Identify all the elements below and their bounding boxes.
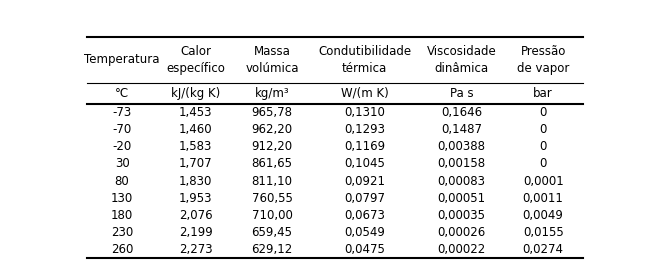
Text: 710,00: 710,00 bbox=[251, 209, 293, 222]
Text: 180: 180 bbox=[111, 209, 133, 222]
Text: 2,199: 2,199 bbox=[179, 226, 213, 239]
Text: 1,453: 1,453 bbox=[179, 106, 212, 119]
Text: 912,20: 912,20 bbox=[251, 140, 293, 153]
Text: 0,0921: 0,0921 bbox=[344, 175, 385, 188]
Text: 0,00035: 0,00035 bbox=[438, 209, 485, 222]
Text: Condutibilidade
térmica: Condutibilidade térmica bbox=[318, 45, 411, 75]
Text: kg/m³: kg/m³ bbox=[255, 87, 289, 100]
Text: bar: bar bbox=[534, 87, 553, 100]
Text: 0,0049: 0,0049 bbox=[522, 209, 564, 222]
Text: 260: 260 bbox=[111, 243, 133, 256]
Text: Pressão
de vapor: Pressão de vapor bbox=[517, 45, 569, 75]
Text: W/(m K): W/(m K) bbox=[341, 87, 389, 100]
Text: 0,1487: 0,1487 bbox=[441, 123, 482, 136]
Text: 0,0673: 0,0673 bbox=[344, 209, 385, 222]
Text: 0,00022: 0,00022 bbox=[438, 243, 485, 256]
Text: 0,1169: 0,1169 bbox=[344, 140, 385, 153]
Text: -70: -70 bbox=[112, 123, 132, 136]
Text: Calor
específico: Calor específico bbox=[167, 45, 225, 75]
Text: 30: 30 bbox=[115, 157, 129, 171]
Text: 130: 130 bbox=[111, 192, 133, 205]
Text: 1,830: 1,830 bbox=[179, 175, 212, 188]
Text: 0: 0 bbox=[539, 106, 547, 119]
Text: 861,65: 861,65 bbox=[251, 157, 293, 171]
Text: 0,00388: 0,00388 bbox=[438, 140, 485, 153]
Text: 0,0274: 0,0274 bbox=[522, 243, 564, 256]
Text: 0,0549: 0,0549 bbox=[344, 226, 385, 239]
Text: 1,460: 1,460 bbox=[179, 123, 212, 136]
Text: 0,00051: 0,00051 bbox=[438, 192, 485, 205]
Text: Viscosidade
dinâmica: Viscosidade dinâmica bbox=[426, 45, 496, 75]
Text: 629,12: 629,12 bbox=[251, 243, 293, 256]
Text: 962,20: 962,20 bbox=[251, 123, 293, 136]
Text: 0,0155: 0,0155 bbox=[523, 226, 564, 239]
Text: 760,55: 760,55 bbox=[251, 192, 293, 205]
Text: 0,0475: 0,0475 bbox=[344, 243, 385, 256]
Text: 811,10: 811,10 bbox=[251, 175, 293, 188]
Text: 0,0001: 0,0001 bbox=[523, 175, 564, 188]
Text: Temperatura: Temperatura bbox=[84, 53, 160, 66]
Text: 1,953: 1,953 bbox=[179, 192, 212, 205]
Text: 0,00083: 0,00083 bbox=[438, 175, 485, 188]
Text: 80: 80 bbox=[115, 175, 129, 188]
Text: 0: 0 bbox=[539, 140, 547, 153]
Text: °C: °C bbox=[115, 87, 129, 100]
Text: 1,707: 1,707 bbox=[179, 157, 212, 171]
Text: 0,0011: 0,0011 bbox=[522, 192, 564, 205]
Text: 1,583: 1,583 bbox=[179, 140, 212, 153]
Text: 659,45: 659,45 bbox=[251, 226, 293, 239]
Text: 965,78: 965,78 bbox=[251, 106, 293, 119]
Text: Massa
volúmica: Massa volúmica bbox=[246, 45, 298, 75]
Text: 0: 0 bbox=[539, 157, 547, 171]
Text: -20: -20 bbox=[112, 140, 132, 153]
Text: 0: 0 bbox=[539, 123, 547, 136]
Text: 2,076: 2,076 bbox=[179, 209, 212, 222]
Text: 0,1293: 0,1293 bbox=[344, 123, 385, 136]
Text: 230: 230 bbox=[111, 226, 133, 239]
Text: 0,00026: 0,00026 bbox=[438, 226, 485, 239]
Text: 0,00158: 0,00158 bbox=[438, 157, 485, 171]
Text: 0,0797: 0,0797 bbox=[344, 192, 385, 205]
Text: 2,273: 2,273 bbox=[179, 243, 212, 256]
Text: 0,1045: 0,1045 bbox=[344, 157, 385, 171]
Text: 0,1646: 0,1646 bbox=[441, 106, 482, 119]
Text: Pa s: Pa s bbox=[449, 87, 473, 100]
Text: -73: -73 bbox=[112, 106, 132, 119]
Text: 0,1310: 0,1310 bbox=[344, 106, 385, 119]
Text: kJ/(kg K): kJ/(kg K) bbox=[171, 87, 220, 100]
